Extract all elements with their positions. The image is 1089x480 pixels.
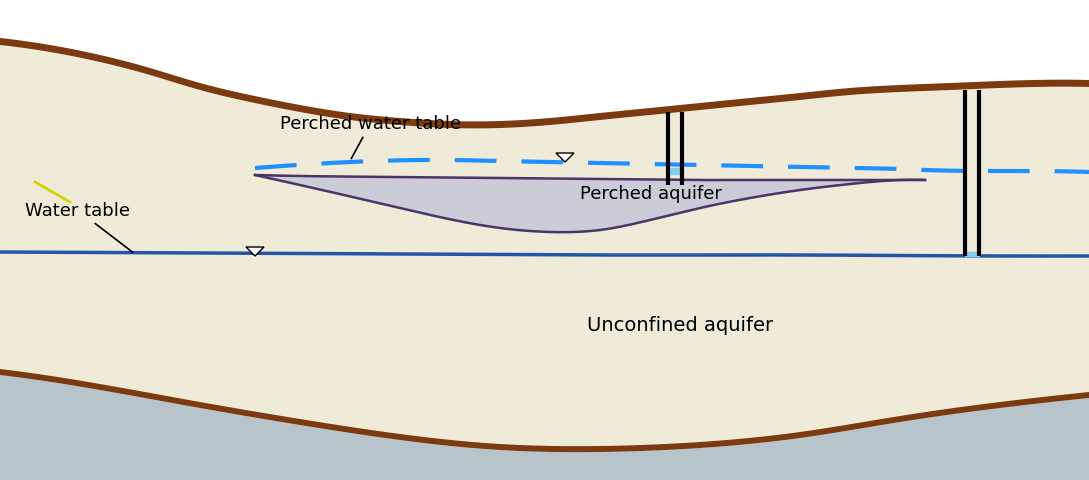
Polygon shape <box>556 154 574 163</box>
Polygon shape <box>0 39 1089 129</box>
Polygon shape <box>246 248 264 256</box>
Text: Perched water table: Perched water table <box>280 115 461 159</box>
Polygon shape <box>0 375 1089 480</box>
Polygon shape <box>255 176 925 233</box>
Polygon shape <box>0 0 1089 129</box>
Text: Perched aquifer: Perched aquifer <box>580 185 722 203</box>
Polygon shape <box>0 369 1089 452</box>
Text: Unconfined aquifer: Unconfined aquifer <box>587 316 773 335</box>
Text: Water table: Water table <box>25 202 133 253</box>
